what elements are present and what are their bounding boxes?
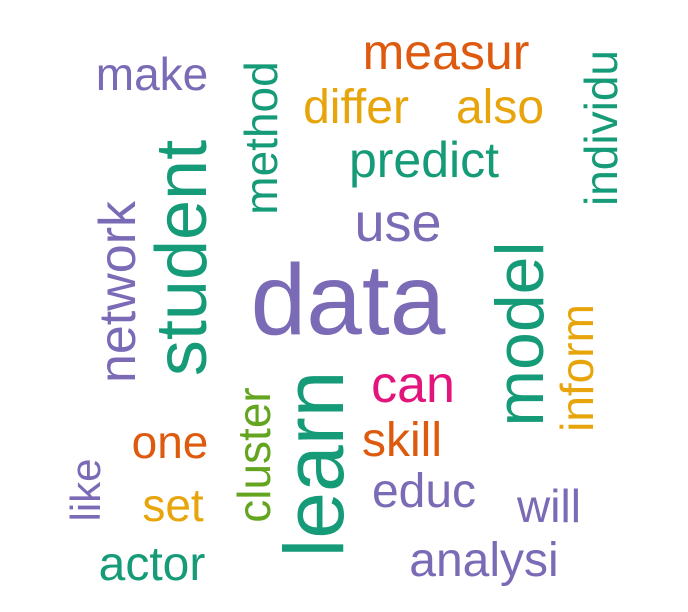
word-data: data xyxy=(250,244,446,356)
word-measur: measur xyxy=(362,24,530,80)
word-differ: differ xyxy=(303,81,409,134)
word-individu: individu xyxy=(575,50,627,206)
word-network: network xyxy=(89,200,147,384)
word-method: method xyxy=(235,61,287,215)
word-analysi: analysi xyxy=(409,534,559,587)
word-set: set xyxy=(142,479,204,531)
word-make: make xyxy=(95,48,209,100)
word-model: model xyxy=(482,241,558,427)
word-skill: skill xyxy=(362,414,442,467)
word-one: one xyxy=(131,416,209,468)
word-learn: learn xyxy=(267,370,361,558)
word-cluster: cluster xyxy=(228,387,280,523)
word-can: can xyxy=(371,356,455,414)
word-use: use xyxy=(354,193,442,253)
word-also: also xyxy=(455,81,545,134)
word-inform: inform xyxy=(551,304,603,432)
word-will: will xyxy=(517,480,581,532)
word-predict: predict xyxy=(348,132,500,188)
word-student: student xyxy=(142,139,222,377)
word-actor: actor xyxy=(98,538,206,591)
word-educ: educ xyxy=(371,465,477,518)
word-like: like xyxy=(62,458,109,522)
